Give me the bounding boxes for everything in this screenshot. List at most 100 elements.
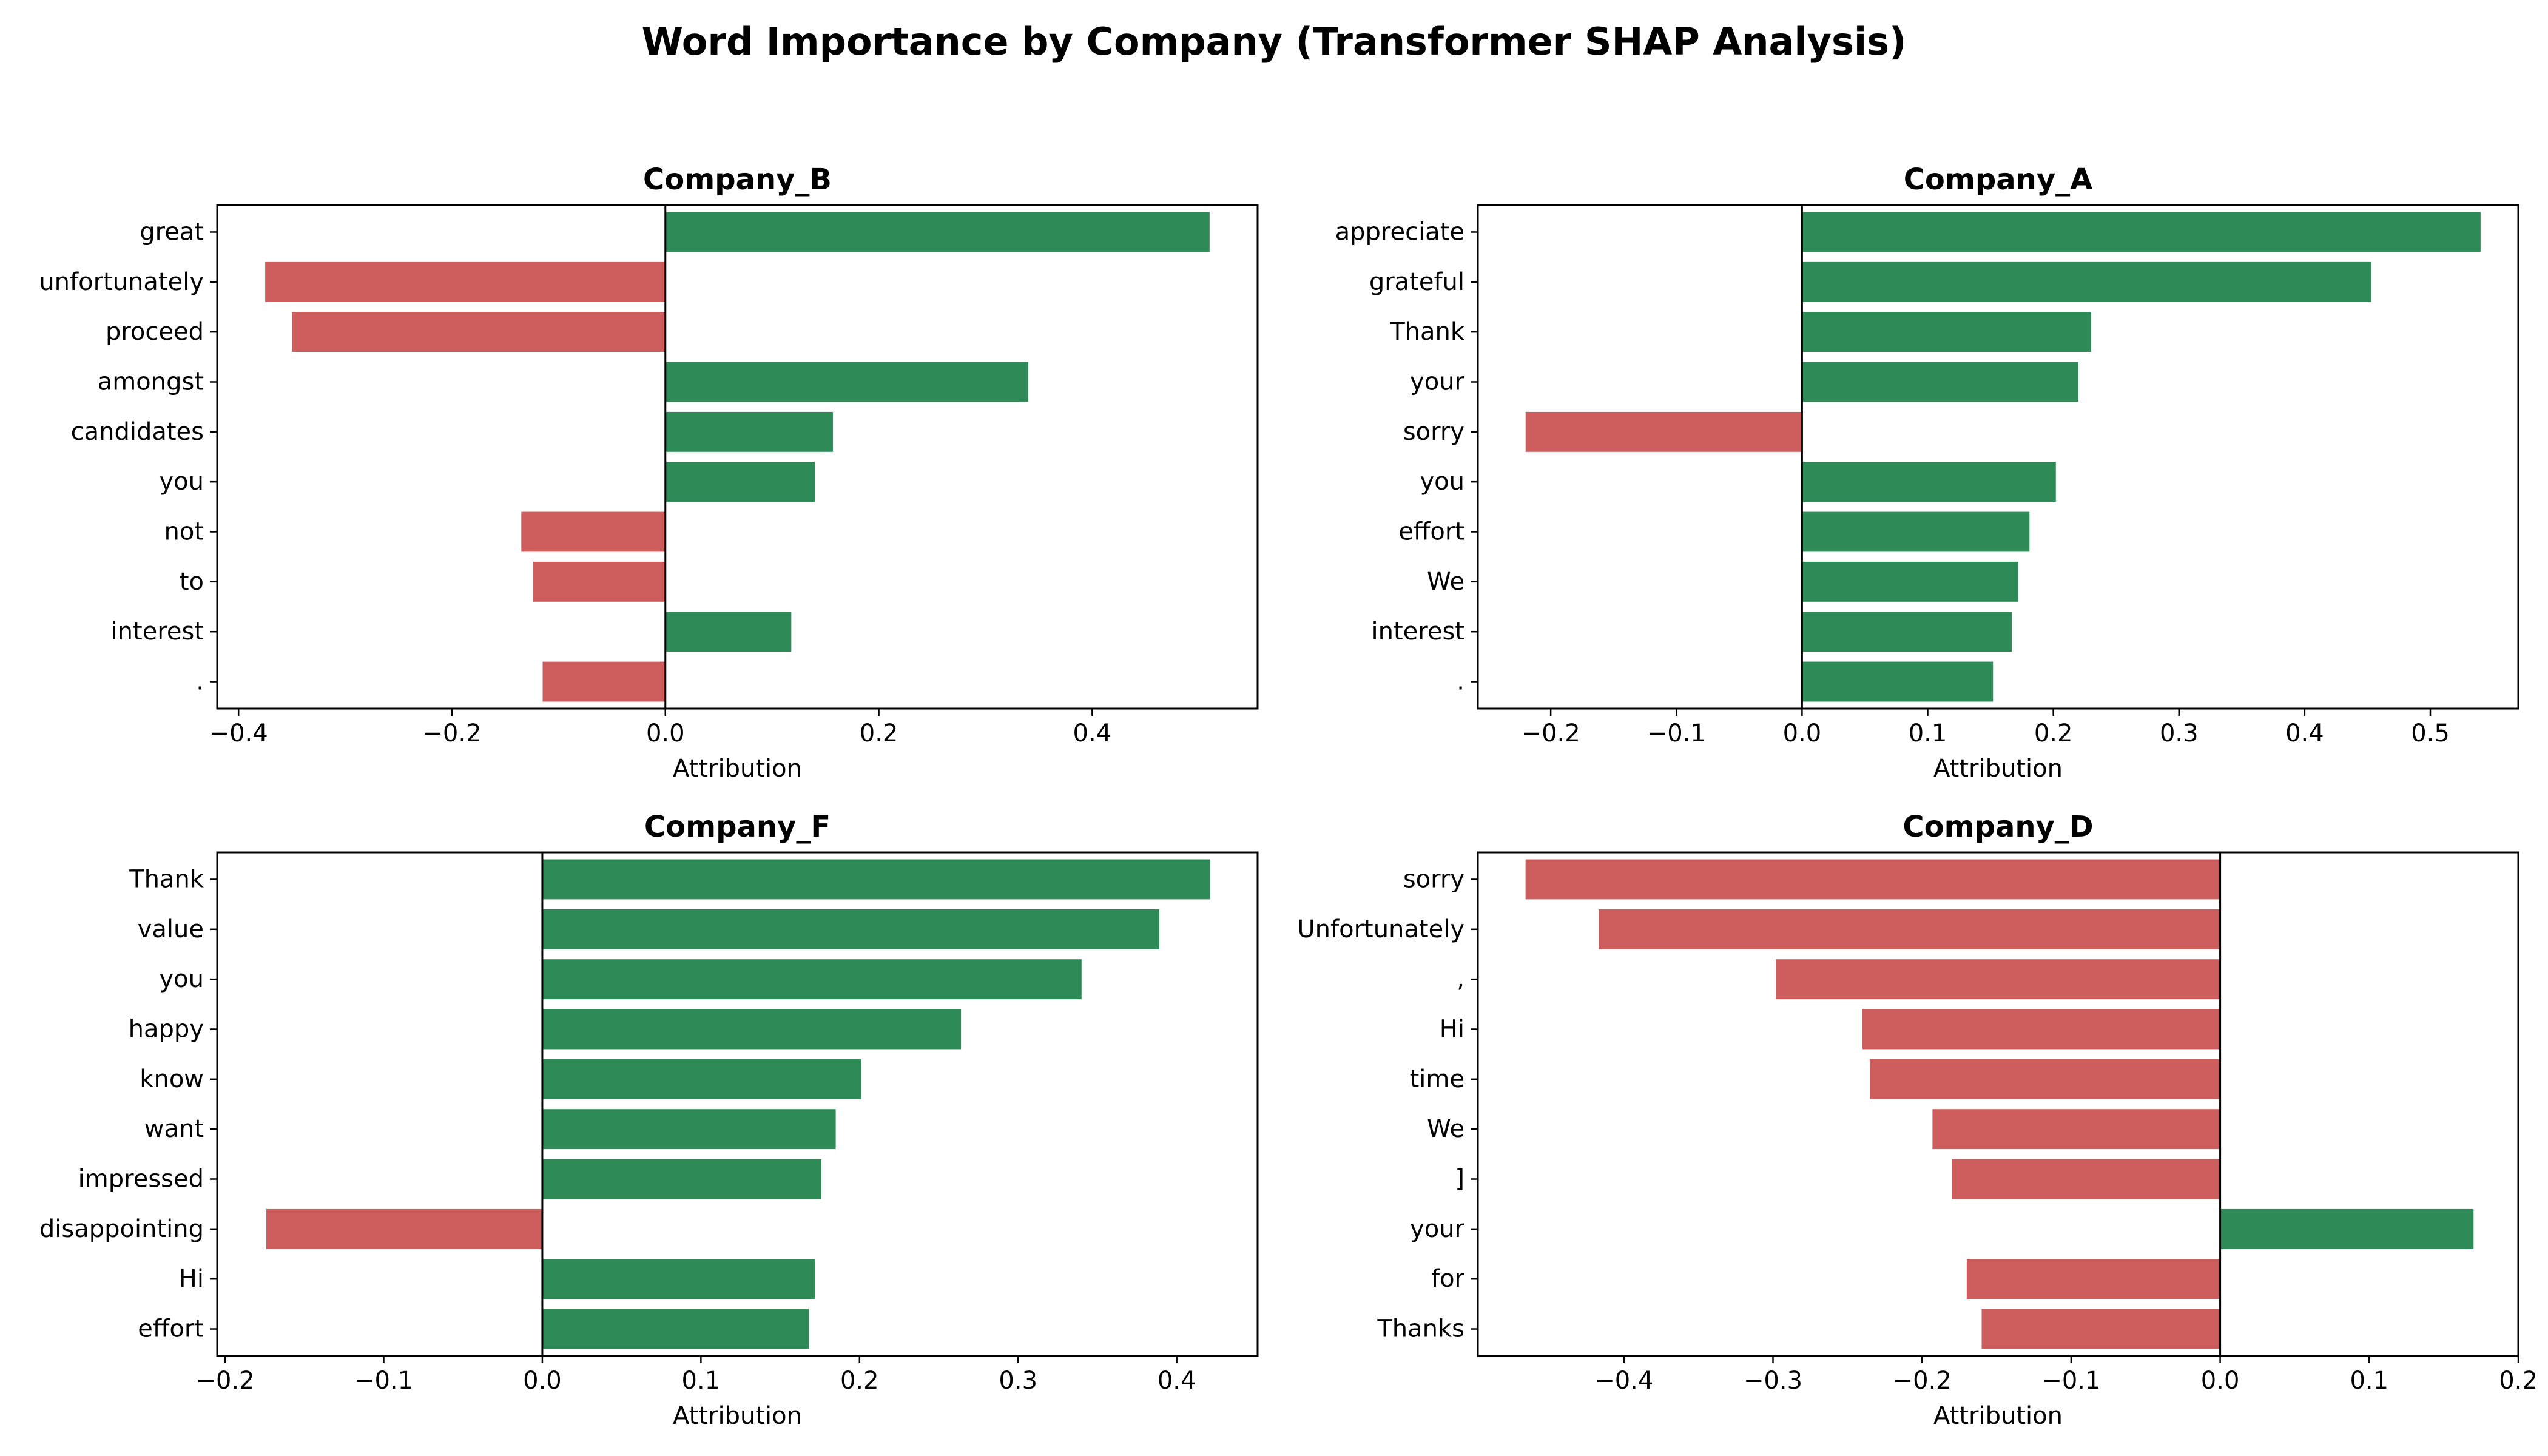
y-tick-label: ,	[1457, 965, 1464, 993]
bar-value	[542, 909, 1159, 949]
y-tick-label: happy	[129, 1015, 204, 1043]
y-tick-label: unfortunately	[39, 268, 204, 296]
bar-amongst	[665, 362, 1028, 402]
y-tick-label: your	[1410, 1215, 1464, 1243]
bar-]	[1952, 1159, 2220, 1199]
subplot-company-a: appreciate grateful Thank your sorry you effor…	[1335, 163, 2519, 783]
y-tick-label: Thank	[129, 865, 204, 893]
y-tick-label: Hi	[1440, 1015, 1464, 1043]
bar-impressed	[542, 1159, 822, 1199]
y-tick-label: know	[140, 1065, 204, 1093]
bar-you	[1802, 462, 2056, 502]
bar-We	[1932, 1109, 2220, 1150]
bar-Hi	[542, 1259, 815, 1299]
axes-frame	[216, 851, 1259, 1357]
y-tick-label: appreciate	[1335, 218, 1464, 246]
x-tick-label: −0.2	[1893, 1367, 1952, 1395]
bar-you	[542, 959, 1082, 1000]
y-tick-label: Unfortunately	[1297, 915, 1464, 943]
subplot-title: Company_F	[644, 810, 831, 844]
y-tick-label: disappointing	[39, 1215, 204, 1243]
bar-your	[2220, 1208, 2474, 1249]
y-tick-label: impressed	[78, 1165, 204, 1193]
y-tick-label: time	[1410, 1065, 1464, 1093]
subplot-title: Company_B	[643, 163, 832, 197]
x-tick-label: 0.1	[682, 1367, 721, 1395]
x-axis-label: Attribution	[1933, 755, 2063, 783]
bar-grateful	[1802, 261, 2371, 302]
y-tick-label: not	[164, 518, 204, 546]
bar-Hi	[1862, 1009, 2220, 1050]
bar-Thanks	[1981, 1309, 2220, 1349]
y-tick-label: amongst	[98, 368, 204, 396]
y-tick-label: for	[1431, 1265, 1465, 1293]
y-tick-label: your	[1410, 368, 1464, 396]
y-tick-label: sorry	[1403, 418, 1464, 446]
bar-not	[521, 511, 666, 552]
y-tick-label: you	[160, 965, 204, 993]
bar-unfortunately	[265, 261, 666, 302]
bar-disappointing	[266, 1208, 542, 1249]
x-tick-label: 0.0	[523, 1367, 562, 1395]
y-tick-label: want	[144, 1115, 204, 1143]
y-tick-label: .	[1457, 668, 1464, 696]
figure-title: Word Importance by Company (Transformer …	[642, 19, 1907, 64]
y-tick-label: .	[196, 668, 204, 696]
x-tick-label: −0.1	[1647, 720, 1706, 747]
x-tick-label: −0.2	[1522, 720, 1580, 747]
x-tick-label: −0.4	[1594, 1367, 1653, 1395]
x-tick-label: 0.3	[999, 1367, 1037, 1395]
x-axis-label: Attribution	[1933, 1402, 2063, 1430]
subplot-company-d: sorry Unfortunately, Hi time We] your for Thank…	[1297, 810, 2537, 1430]
y-tick-label: Hi	[179, 1265, 204, 1293]
x-tick-label: −0.2	[422, 720, 481, 747]
y-tick-label: proceed	[106, 318, 204, 346]
subplot-company-b: great unfortunately proceed amongst candidat…	[39, 163, 1259, 783]
x-tick-label: 0.0	[2201, 1367, 2240, 1395]
bar-great	[665, 212, 1210, 252]
x-tick-label: 0.0	[1783, 720, 1822, 747]
y-tick-label: great	[140, 218, 204, 246]
bar-,	[1776, 959, 2220, 1000]
y-tick-label: effort	[138, 1315, 204, 1343]
bar-effort	[542, 1309, 809, 1349]
x-tick-label: 0.2	[2034, 720, 2073, 747]
x-axis-label: Attribution	[673, 755, 802, 783]
subplots: great unfortunately proceed amongst candidat…	[39, 163, 2538, 1430]
y-tick-label: interest	[1372, 618, 1464, 645]
y-tick-label: you	[1420, 468, 1465, 496]
x-tick-label: −0.2	[196, 1367, 255, 1395]
bar-happy	[542, 1009, 962, 1050]
y-tick-label: you	[160, 468, 204, 496]
bar-Thank	[1802, 312, 2091, 352]
subplot-title: Company_D	[1903, 810, 2093, 844]
bar-your	[1802, 362, 2079, 402]
x-tick-label: 0.2	[2499, 1367, 2538, 1395]
y-tick-label: to	[180, 568, 204, 596]
bar-want	[542, 1109, 836, 1150]
bar-for	[1966, 1259, 2220, 1299]
bar-to	[533, 561, 666, 602]
bar-appreciate	[1802, 212, 2481, 252]
bar-candidates	[665, 411, 833, 452]
y-tick-label: sorry	[1403, 865, 1464, 893]
bar-.	[542, 661, 666, 702]
x-tick-label: 0.1	[2350, 1367, 2388, 1395]
bar-sorry	[1525, 859, 2220, 900]
y-tick-label: ]	[1455, 1165, 1464, 1193]
y-tick-label: grateful	[1369, 268, 1464, 296]
x-tick-label: 0.2	[860, 720, 898, 747]
y-tick-label: Thanks	[1377, 1315, 1464, 1343]
subplot-title: Company_A	[1904, 163, 2093, 197]
y-tick-label: candidates	[71, 418, 204, 446]
bar-.	[1802, 661, 1994, 702]
x-tick-label: −0.1	[354, 1367, 413, 1395]
axes-frame	[1477, 851, 2519, 1357]
y-tick-label: We	[1427, 1115, 1464, 1143]
y-tick-label: We	[1427, 568, 1464, 596]
bar-time	[1870, 1059, 2220, 1099]
bar-Thank	[542, 859, 1210, 900]
bar-proceed	[292, 312, 666, 352]
y-tick-label: value	[138, 915, 204, 943]
